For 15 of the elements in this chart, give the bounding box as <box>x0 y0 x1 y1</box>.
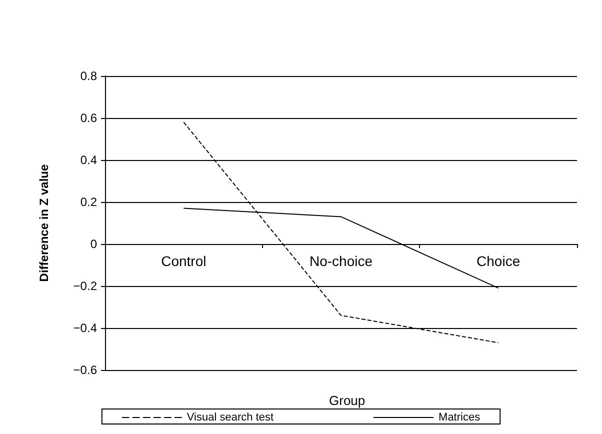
y-tick-label: −0.4 <box>73 321 98 335</box>
x-tick-label: Control <box>161 253 206 269</box>
y-tick-label: −0.2 <box>73 279 98 293</box>
x-tick-label: No-choice <box>309 253 373 269</box>
legend-label: Matrices <box>438 412 481 424</box>
y-tick-label: 0.6 <box>80 111 98 125</box>
y-tick-label: 0 <box>90 237 98 251</box>
x-axis-title: Group <box>329 393 366 408</box>
legend-label: Visual search test <box>186 412 274 424</box>
y-tick-label: 0.2 <box>80 195 98 209</box>
y-tick-label: −0.6 <box>73 363 98 377</box>
y-tick-label: 0.8 <box>80 69 98 83</box>
x-tick-label: Choice <box>476 253 520 269</box>
y-tick-label: 0.4 <box>80 153 98 167</box>
y-axis-title: Difference in Z value <box>37 164 51 282</box>
